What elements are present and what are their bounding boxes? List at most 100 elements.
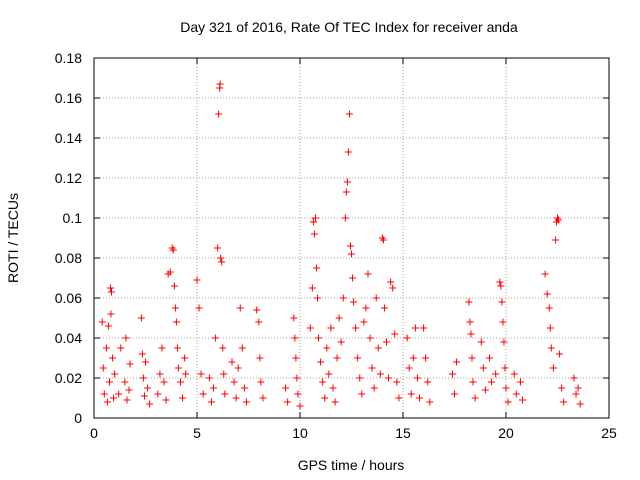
y-tick-label: 0.18 [55, 50, 82, 66]
data-point-plus [106, 284, 114, 292]
data-point-plus [111, 370, 119, 378]
data-point-plus [259, 394, 267, 402]
data-point-plus [218, 258, 226, 266]
y-axis-label: ROTI / TECUs [5, 193, 21, 283]
data-point-plus [205, 374, 213, 382]
data-point-plus [284, 398, 292, 406]
y-tick-label: 0.04 [55, 330, 82, 346]
data-point-plus [325, 370, 333, 378]
data-point-plus [216, 80, 224, 88]
data-point-plus [309, 218, 317, 226]
data-point-plus [360, 318, 368, 326]
data-point-plus [391, 330, 399, 338]
data-point-plus [156, 370, 164, 378]
data-point-plus [383, 338, 391, 346]
y-tick-label: 0.16 [55, 90, 82, 106]
data-point-plus [182, 370, 190, 378]
data-point-plus [98, 318, 106, 326]
data-point-plus [344, 148, 352, 156]
data-point-plus [137, 314, 145, 322]
data-point-plus [380, 304, 388, 312]
data-point-plus [126, 360, 134, 368]
data-point-plus [291, 334, 299, 342]
data-point-plus [335, 314, 343, 322]
data-point-plus [122, 334, 130, 342]
data-point-plus [498, 298, 506, 306]
data-point-plus [109, 354, 117, 362]
data-point-plus [393, 378, 401, 386]
data-point-plus [138, 350, 146, 358]
data-point-plus [219, 344, 227, 352]
x-tick-labels: 0 5 10 15 20 25 [90, 425, 617, 441]
data-point-plus [366, 334, 374, 342]
data-point-plus [181, 354, 189, 362]
data-point-plus [234, 364, 242, 372]
data-point-plus [411, 324, 419, 332]
data-point-plus [570, 374, 578, 382]
data-point-plus [343, 178, 351, 186]
data-point-plus [220, 370, 228, 378]
axis-ticks [93, 57, 610, 419]
x-tick-label: 25 [601, 425, 617, 441]
data-point-plus [389, 284, 397, 292]
y-tick-label: 0.02 [55, 370, 82, 386]
data-point-plus [217, 254, 225, 262]
data-point-plus [407, 390, 415, 398]
data-point-plus [349, 274, 357, 282]
data-point-plus [341, 214, 349, 222]
data-point-plus [171, 304, 179, 312]
data-point-plus [294, 390, 302, 398]
data-point-plus [253, 306, 261, 314]
data-point-plus [242, 398, 250, 406]
data-point-plus [228, 358, 236, 366]
data-point-plus [221, 390, 229, 398]
data-point-plus [471, 394, 479, 402]
data-point-plus [541, 270, 549, 278]
data-point-plus [312, 264, 320, 272]
data-point-plus [162, 396, 170, 404]
data-point-plus [555, 216, 563, 224]
data-point-plus [146, 400, 154, 408]
data-point-plus [102, 344, 110, 352]
y-tick-label: 0.14 [55, 130, 82, 146]
data-point-plus [558, 384, 566, 392]
data-point-plus [350, 298, 358, 306]
data-point-plus [296, 402, 304, 410]
data-point-plus [501, 364, 509, 372]
data-point-plus [144, 384, 152, 392]
data-point-plus [105, 378, 113, 386]
data-point-plus [424, 378, 432, 386]
data-point-plus [488, 378, 496, 386]
data-point-plus [339, 294, 347, 302]
data-point-plus [348, 250, 355, 258]
data-point-plus [385, 374, 393, 382]
data-point-plus [486, 354, 494, 362]
data-point-plus [104, 322, 112, 330]
data-point-plus [549, 364, 557, 372]
data-point-plus [236, 304, 244, 312]
data-point-plus [395, 394, 403, 402]
data-point-plus [173, 344, 181, 352]
data-point-plus [379, 236, 387, 244]
data-point-plus [103, 398, 111, 406]
data-point-plus [516, 378, 524, 386]
data-point-plus [199, 390, 207, 398]
data-point-plus [352, 324, 360, 332]
data-point-plus [232, 394, 240, 402]
y-tick-label: 0.1 [63, 210, 83, 226]
data-point-plus [172, 318, 180, 326]
data-point-plus [117, 344, 125, 352]
data-point-plus [477, 338, 485, 346]
data-point-plus [499, 318, 507, 326]
data-point-plus [512, 390, 520, 398]
data-point-plus [240, 384, 248, 392]
data-point-plus [551, 236, 559, 244]
data-point-plus [574, 384, 582, 392]
data-point-plus [238, 344, 246, 352]
data-point-plus [405, 364, 413, 372]
data-point-plus [420, 324, 428, 332]
data-point-plus [212, 334, 220, 342]
y-tick-label: 0.06 [55, 290, 82, 306]
data-point-plus [197, 370, 205, 378]
